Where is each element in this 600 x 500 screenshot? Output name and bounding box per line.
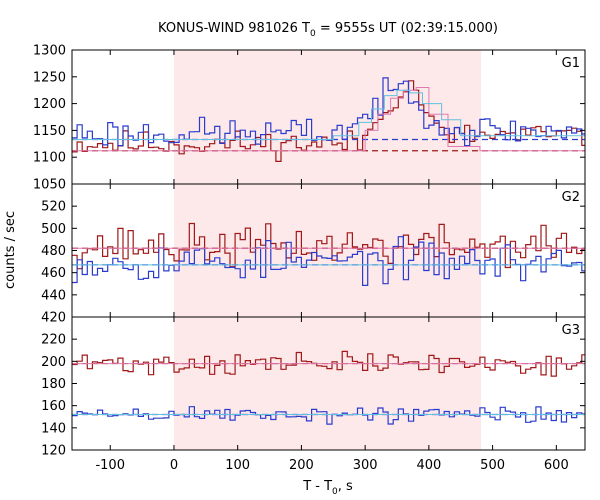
y-tick-label: 120 [41,444,66,459]
x-tick-label: 600 [544,458,569,473]
x-tick-label: 0 [170,458,178,473]
y-tick-label: 220 [41,333,66,348]
y-tick-label: 1200 [33,97,66,112]
light-curve-low [72,77,585,147]
x-tick-label: 400 [416,458,441,473]
x-tick-label: 100 [225,458,250,473]
y-tick-label: 140 [41,421,66,436]
light-curve-low [72,236,585,286]
y-tick-label: 440 [41,288,66,303]
highlight-interval [173,50,482,184]
x-axis-label: T - T0, s [302,479,353,497]
y-tick-label: 480 [41,244,66,259]
y-tick-label: 520 [41,200,66,215]
panel-label: G2 [562,190,580,205]
y-tick-label: 500 [41,222,66,237]
y-tick-label: 180 [41,377,66,392]
chart-title: KONUS-WIND 981026 T0 = 9555s UT (02:39:1… [158,21,498,39]
light-curve-high [72,222,585,270]
y-tick-label: 420 [41,311,66,326]
x-tick-label: 500 [480,458,505,473]
light-curve-low [72,406,585,425]
panel-g2: G2 420 440 460 480 500 520 [41,183,586,326]
light-curve-high [72,350,585,377]
y-tick-label: 1050 [33,178,66,193]
panel-label: G3 [562,323,580,338]
y-tick-label: 200 [41,355,66,370]
y-tick-label: 160 [41,399,66,414]
fit-curve-low_fit [72,89,585,140]
x-tick-label: 200 [289,458,314,473]
panel-label: G1 [562,56,580,71]
y-tick-label: 1150 [33,124,66,139]
x-tick-label: -100 [95,458,125,473]
panel-g1: G1 1050 1100 1150 1200 1250 1300 [33,44,586,193]
y-tick-label: 1250 [33,70,66,85]
y-tick-label: 460 [41,266,66,281]
y-tick-label: 1100 [33,151,66,166]
panel-g3: G3 120 140 160 180 200 220 [41,316,586,459]
x-tick-label: 300 [353,458,378,473]
y-axis-label: counts / sec [3,211,18,289]
y-tick-label: 1300 [33,44,66,59]
highlight-interval [173,317,482,450]
